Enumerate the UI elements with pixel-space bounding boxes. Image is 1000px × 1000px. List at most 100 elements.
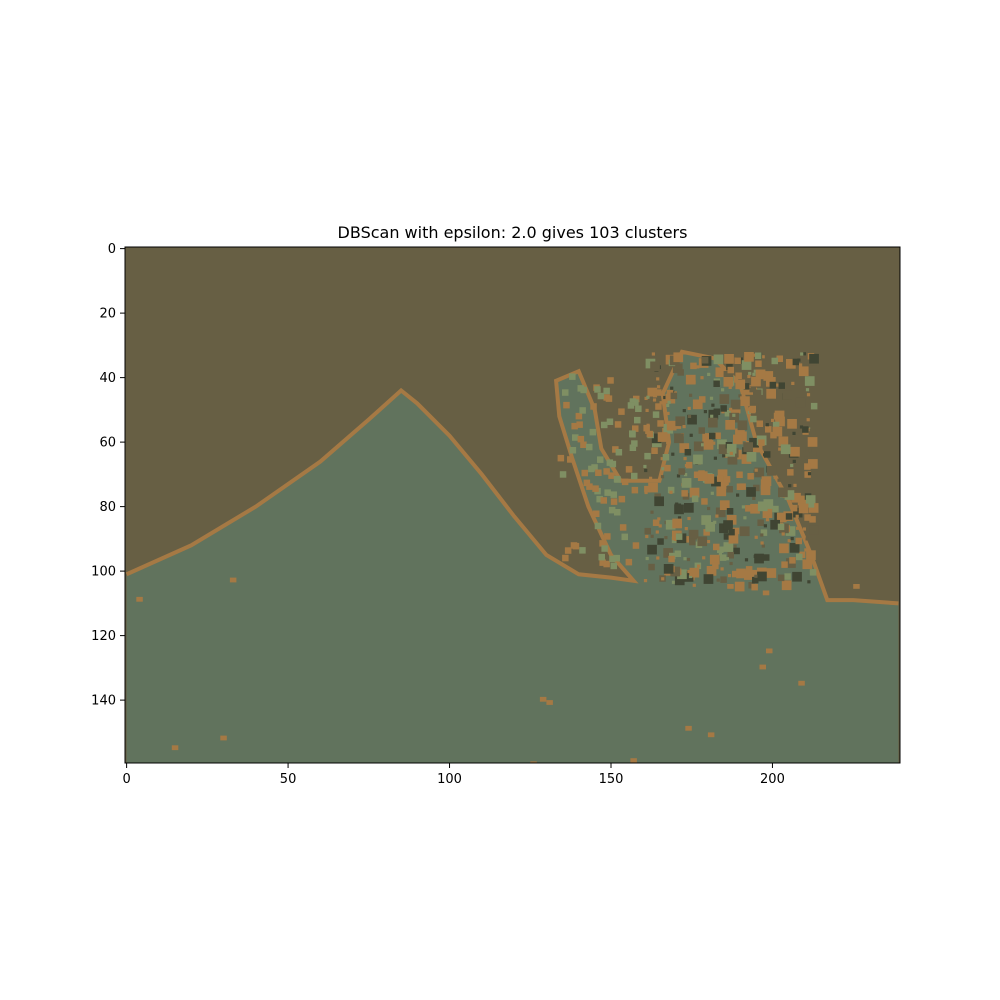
cluster-pixel (675, 533, 683, 540)
cluster-pixel (644, 396, 648, 400)
cluster-pixel (136, 596, 143, 602)
cluster-pixel (564, 547, 572, 554)
cluster-pixel (610, 498, 618, 505)
cluster-pixel (739, 526, 750, 537)
cluster-pixel (605, 395, 613, 402)
cluster-pixel (778, 516, 782, 520)
cluster-pixel (672, 363, 683, 374)
cluster-pixel (720, 405, 727, 412)
cluster-pixel (761, 355, 765, 359)
cluster-pixel (792, 507, 803, 518)
cluster-pixel (798, 366, 809, 377)
cluster-pixel (663, 564, 674, 574)
cluster-pixel (722, 454, 726, 458)
cluster-pixel (786, 359, 796, 369)
cluster-pixel (577, 435, 585, 443)
cluster-pixel (778, 382, 785, 389)
cluster-pixel (791, 492, 801, 503)
y-tick-label: 60 (99, 436, 116, 451)
cluster-pixel (787, 539, 791, 543)
cluster-pixel (675, 416, 686, 427)
cluster-pixel (749, 385, 756, 393)
cluster-pixel (612, 446, 619, 453)
cluster-pixel (687, 406, 691, 410)
cluster-pixel (649, 476, 653, 480)
cluster-pixel (853, 584, 860, 589)
cluster-pixel (790, 537, 794, 541)
cluster-pixel (655, 389, 662, 396)
cluster-pixel (590, 403, 597, 410)
cluster-pixel (648, 482, 658, 493)
cluster-pixel (753, 353, 757, 357)
cluster-pixel (692, 399, 703, 410)
cluster-pixel (710, 491, 714, 495)
cluster-pixel (715, 367, 726, 378)
cluster-pixel (743, 442, 753, 452)
cluster-pixel (651, 352, 655, 356)
cluster-pixel (667, 400, 671, 404)
cluster-pixel (802, 352, 806, 356)
cluster-pixel (644, 485, 651, 493)
cluster-pixel (718, 552, 722, 556)
cluster-pixel (723, 520, 733, 530)
cluster-pixel (751, 376, 761, 387)
cluster-pixel (689, 393, 693, 397)
cluster-pixel (659, 401, 663, 405)
cluster-pixel (658, 369, 662, 373)
cluster-pixel (706, 540, 711, 544)
cluster-pixel (691, 495, 699, 503)
cluster-pixel (781, 532, 785, 536)
cluster-pixel (732, 527, 740, 535)
cluster-pixel (792, 431, 796, 435)
cluster-pixel (651, 433, 662, 444)
x-tick-label: 100 (437, 772, 462, 787)
cluster-pixel (766, 568, 777, 578)
cluster-pixel (644, 527, 651, 535)
cluster-pixel (746, 487, 756, 497)
cluster-pixel (618, 408, 625, 415)
cluster-pixel (729, 451, 733, 455)
cluster-pixel (666, 420, 677, 431)
cluster-pixel (776, 512, 787, 523)
cluster-pixel (530, 761, 537, 763)
cluster-pixel (606, 418, 614, 425)
cluster-pixel (742, 383, 750, 390)
cluster-pixel (645, 534, 649, 539)
cluster-pixel (608, 506, 616, 514)
cluster-pixel (797, 495, 808, 506)
cluster-pixel (684, 464, 689, 468)
cluster-pixel (809, 451, 817, 458)
cluster-pixel (630, 758, 637, 763)
cluster-pixel (810, 402, 818, 410)
cluster-pixel (724, 354, 734, 364)
cluster-pixel (765, 423, 769, 427)
cluster-pixel (599, 540, 606, 547)
cluster-pixel (608, 472, 615, 479)
cluster-pixel (700, 376, 704, 380)
cluster-pixel (692, 583, 696, 587)
cluster-pixel (647, 463, 651, 467)
cluster-pixel (809, 569, 817, 576)
cluster-pixel (781, 408, 785, 412)
cluster-pixel (798, 445, 806, 452)
cluster-pixel (707, 506, 711, 511)
cluster-pixel (643, 424, 650, 432)
cluster-pixel (763, 371, 774, 381)
cluster-pixel (793, 483, 797, 487)
cluster-pixel (768, 391, 772, 396)
cluster-pixel (754, 553, 764, 564)
cluster-pixel (755, 352, 762, 359)
cluster-pixel (601, 421, 608, 429)
cluster-pixel (643, 579, 648, 583)
cluster-pixel (789, 543, 800, 553)
cluster-pixel (629, 431, 636, 438)
cluster-pixel (795, 397, 806, 408)
cluster-pixel (594, 522, 602, 530)
cluster-pixel (732, 570, 739, 578)
cluster-pixel (657, 517, 661, 521)
cluster-pixel (704, 474, 715, 484)
x-tick-label: 200 (760, 772, 785, 787)
cluster-pixel (677, 369, 684, 376)
cluster-pixel (784, 573, 791, 580)
cluster-pixel (603, 468, 610, 475)
